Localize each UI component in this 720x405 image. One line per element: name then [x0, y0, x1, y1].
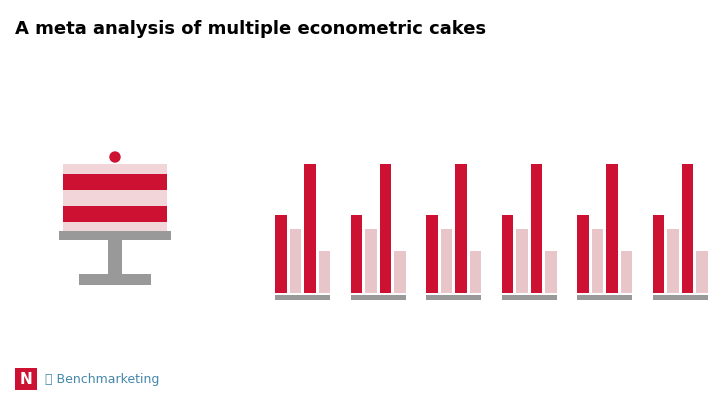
Bar	[63, 222, 167, 231]
Bar	[455, 164, 467, 293]
Circle shape	[110, 152, 120, 162]
Bar	[577, 215, 589, 293]
Bar	[365, 228, 377, 293]
Bar	[502, 215, 513, 293]
Bar	[502, 295, 557, 300]
Bar	[426, 295, 482, 300]
Text: N: N	[19, 371, 32, 386]
Bar	[289, 228, 301, 293]
Bar	[108, 240, 122, 274]
Bar	[531, 164, 542, 293]
Bar	[63, 164, 167, 174]
Bar	[351, 295, 406, 300]
Bar	[682, 164, 693, 293]
Bar	[545, 251, 557, 293]
Bar	[696, 251, 708, 293]
Bar	[59, 231, 171, 240]
Bar	[79, 274, 151, 285]
Bar	[63, 206, 167, 222]
Bar	[667, 228, 679, 293]
Bar	[63, 174, 167, 190]
Bar	[606, 164, 618, 293]
Bar	[652, 295, 708, 300]
Bar	[351, 215, 362, 293]
Bar	[379, 164, 392, 293]
Bar	[652, 215, 665, 293]
Bar	[319, 251, 330, 293]
Bar	[516, 228, 528, 293]
Bar	[469, 251, 482, 293]
Bar	[395, 251, 406, 293]
Bar	[621, 251, 632, 293]
Bar	[577, 295, 632, 300]
Bar	[275, 295, 330, 300]
Bar	[275, 215, 287, 293]
Bar	[441, 228, 452, 293]
Text: A meta analysis of multiple econometric cakes: A meta analysis of multiple econometric …	[15, 20, 486, 38]
Bar	[63, 190, 167, 206]
Bar	[592, 228, 603, 293]
Bar	[304, 164, 316, 293]
Bar	[426, 215, 438, 293]
Text: 示 Benchmarketing: 示 Benchmarketing	[45, 373, 159, 386]
Bar	[15, 368, 37, 390]
